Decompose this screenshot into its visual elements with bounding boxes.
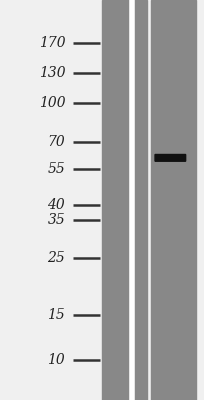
- FancyBboxPatch shape: [155, 154, 186, 161]
- Text: 40: 40: [48, 198, 65, 212]
- Text: 25: 25: [48, 250, 65, 264]
- Text: 10: 10: [48, 353, 65, 367]
- Text: 35: 35: [48, 213, 65, 227]
- Bar: [151, 0, 196, 400]
- Text: 100: 100: [39, 96, 65, 110]
- Text: 15: 15: [48, 308, 65, 322]
- Text: 55: 55: [48, 162, 65, 176]
- Bar: [102, 0, 147, 400]
- Text: 130: 130: [39, 66, 65, 80]
- Text: 70: 70: [48, 136, 65, 150]
- Text: 170: 170: [39, 36, 65, 50]
